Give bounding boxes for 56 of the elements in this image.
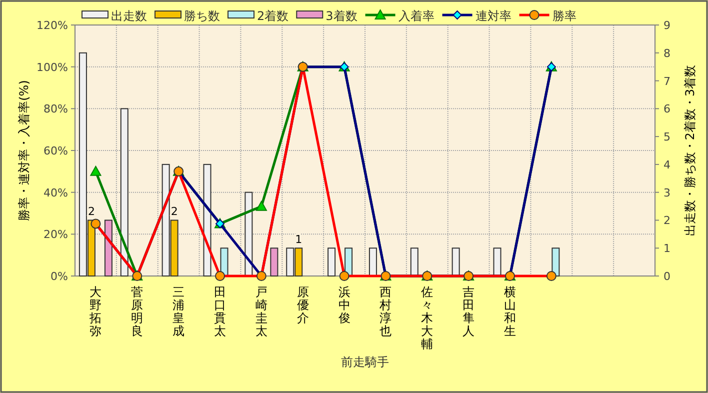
bar	[120, 108, 128, 276]
legend-label: 3着数	[326, 9, 358, 23]
data-label: 1	[295, 233, 302, 246]
x-tick-label: 吉田隼人	[462, 285, 475, 338]
y2-tick-label: 0	[664, 270, 670, 283]
y2-axis-title: 出走数・勝ち数・2着数・3着数	[683, 64, 697, 236]
y-tick-label: 20%	[44, 228, 68, 242]
x-tick-label: 西村淳也	[378, 285, 392, 338]
y-tick-label: 100%	[36, 60, 68, 74]
point	[256, 200, 267, 211]
legend-label: 入着率	[398, 9, 434, 23]
x-tick-label: 大野拓弥	[88, 285, 102, 338]
x-tick-label: 田口貫太	[214, 285, 226, 338]
data-label: 2	[88, 205, 95, 218]
legend-label: 勝ち数	[184, 9, 220, 23]
bar	[203, 164, 212, 276]
bar	[270, 248, 278, 276]
y-tick-label: 60%	[44, 144, 68, 158]
y2-tick-label: 9	[664, 19, 670, 32]
bar	[78, 52, 87, 276]
data-label: 2	[170, 205, 178, 218]
bar	[328, 248, 336, 276]
y-axis-title: 勝率・連対率・入着率(%)	[17, 80, 31, 221]
legend-label: 出走数	[111, 9, 147, 23]
x-tick-label: 佐々木大輔	[421, 285, 434, 351]
x-tick-label: 浜中俊	[337, 285, 350, 325]
bar	[452, 248, 460, 276]
bar	[410, 248, 418, 276]
y-tick-label: 80%	[44, 102, 68, 116]
y2-tick-label: 1	[664, 242, 670, 256]
legend-label: 2着数	[257, 9, 289, 23]
x-tick-label: 原優介	[296, 285, 309, 325]
x-tick-label: 三浦皇成	[172, 285, 185, 338]
bar	[244, 192, 253, 276]
bar	[368, 248, 377, 276]
y2-tick-label: 3	[664, 186, 670, 200]
legend-label: 連対率	[475, 9, 512, 23]
y-tick-label: 40%	[44, 186, 68, 200]
x-tick-label: 戸崎圭太	[255, 285, 268, 338]
y2-tick-label: 8	[664, 46, 670, 60]
y2-tick-label: 5	[664, 130, 670, 144]
y-tick-label: 0%	[50, 270, 68, 283]
y2-tick-label: 4	[664, 158, 670, 172]
point	[90, 166, 102, 176]
y2-tick-label: 7	[664, 74, 670, 88]
legend-label: 勝率	[552, 9, 576, 23]
x-axis-title: 前走騎手	[341, 355, 389, 369]
y2-tick-label: 2	[664, 214, 670, 228]
bar	[286, 248, 294, 276]
x-tick-label: 横山和生	[504, 285, 516, 338]
bar	[104, 220, 112, 276]
bar	[162, 164, 170, 276]
x-tick-label: 菅原明良	[131, 285, 144, 338]
y-tick-label: 120%	[36, 19, 68, 32]
bar	[493, 248, 502, 276]
y2-tick-label: 6	[664, 102, 670, 116]
